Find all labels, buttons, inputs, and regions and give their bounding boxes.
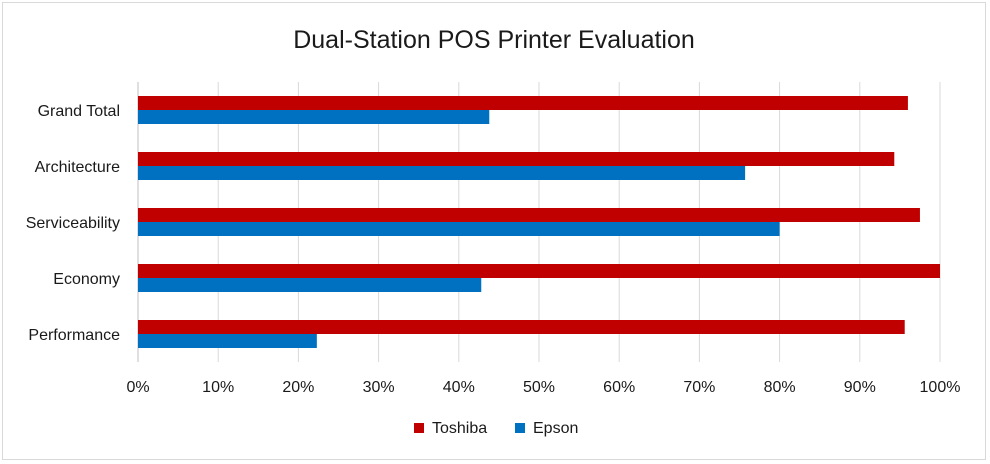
bar-epson-economy [138,278,482,292]
x-tick-label: 30% [363,379,395,396]
x-tick-label: 0% [126,379,149,396]
category-label: Architecture [35,159,120,176]
x-tick-label: 100% [920,379,961,396]
x-tick-label: 60% [603,379,635,396]
category-label: Grand Total [38,103,120,120]
x-tick-label: 10% [202,379,234,396]
bar-epson-performance [138,334,317,348]
bar-epson-grand-total [138,110,490,124]
category-label: Serviceability [26,215,120,232]
legend-label-epson: Epson [533,420,578,437]
x-tick-label: 70% [683,379,715,396]
bars-group [138,96,940,348]
legend-label-toshiba: Toshiba [432,420,487,437]
bar-toshiba-grand-total [138,96,908,110]
bar-toshiba-economy [138,264,940,278]
bar-toshiba-architecture [138,152,895,166]
chart-title: Dual-Station POS Printer Evaluation [293,26,695,54]
bar-epson-serviceability [138,222,780,236]
legend-swatch-toshiba [414,423,424,433]
bar-toshiba-serviceability [138,208,920,222]
x-tick-label: 50% [523,379,555,396]
category-labels: Grand Total Architecture Serviceability Eco… [26,103,120,344]
category-label: Performance [28,327,120,344]
x-tick-labels: 0% 10% 20% 30% 40% 50% 60% 70% 80% 90% 100% [126,379,960,396]
legend: Toshiba Epson [414,420,578,437]
x-tick-label: 80% [764,379,796,396]
category-label: Economy [53,271,120,288]
bar-toshiba-performance [138,320,905,334]
x-tick-label: 20% [282,379,314,396]
bar-epson-architecture [138,166,746,180]
x-tick-label: 90% [844,379,876,396]
x-tick-label: 40% [443,379,475,396]
legend-swatch-epson [515,423,525,433]
